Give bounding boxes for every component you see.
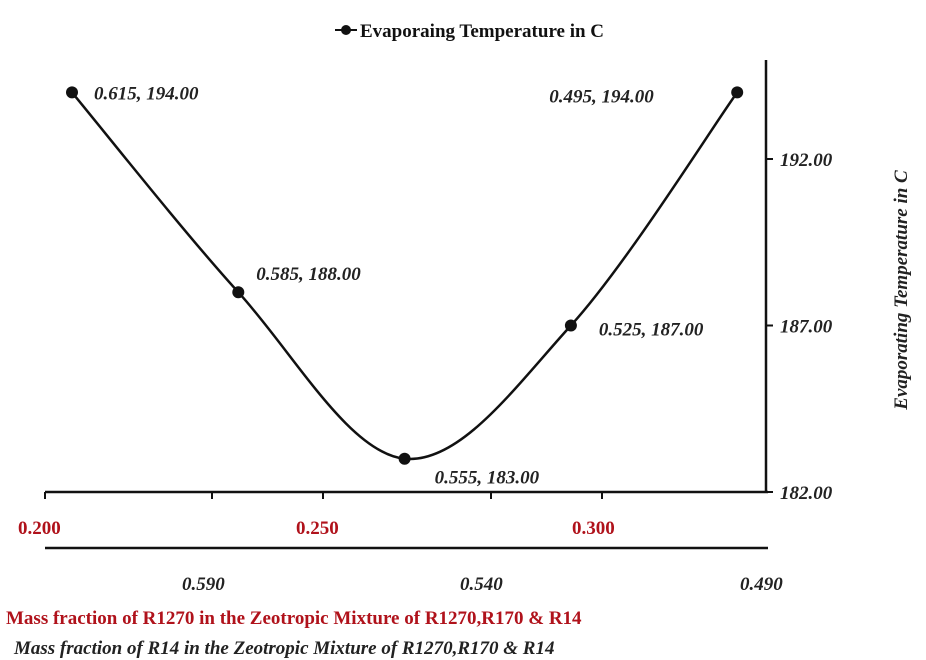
x-axis-title-primary: Mass fraction of R1270 in the Zeotropic … [6,608,582,629]
x-tick-secondary-1: 0.540 [460,574,503,595]
data-label: 0.525, 187.00 [599,320,704,341]
series-line [71,91,739,461]
y-tick-label: 192.00 [780,150,833,171]
legend-marker [341,25,351,35]
x-tick-primary-0: 0.200 [18,518,61,539]
x-axis-title-secondary: Mass fraction of R14 in the Zeotropic Mi… [13,638,554,659]
x-tick-primary-2: 0.300 [572,518,615,539]
x-tick-primary-1: 0.250 [296,518,339,539]
data-point [564,319,577,332]
y-axis-title: Evaporating Temperature in C [891,170,912,411]
y-tick-label: 182.00 [780,483,833,504]
data-label: 0.585, 188.00 [256,264,361,285]
data-point [398,452,411,465]
data-point [66,86,78,99]
x-tick-secondary-0: 0.590 [182,574,225,595]
data-label: 0.495, 194.00 [549,86,654,107]
data-point [731,86,744,99]
data-point [232,286,245,299]
legend-label: Evaporaing Temperature in C [360,21,604,42]
legend: Evaporaing Temperature in C [335,21,604,42]
data-label: 0.555, 183.00 [435,468,540,489]
x-tick-secondary-2: 0.490 [740,574,783,595]
y-tick-label: 187.00 [780,317,833,338]
data-label: 0.615, 194.00 [94,83,199,104]
